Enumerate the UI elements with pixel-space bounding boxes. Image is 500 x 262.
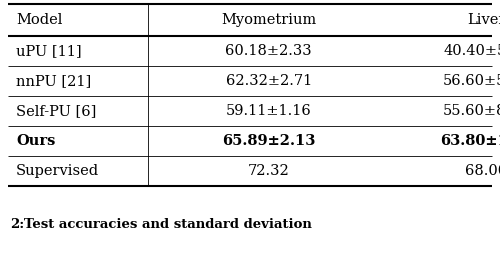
Text: uPU [11]: uPU [11]	[16, 44, 82, 58]
Text: Model: Model	[16, 13, 62, 27]
Text: 40.40±5.50: 40.40±5.50	[443, 44, 500, 58]
Text: 63.80±1.64: 63.80±1.64	[440, 134, 500, 148]
Text: 68.00: 68.00	[466, 164, 500, 178]
Text: Self-PU [6]: Self-PU [6]	[16, 104, 96, 118]
Text: Test accuracies and standard deviation: Test accuracies and standard deviation	[24, 218, 312, 231]
Text: nnPU [21]: nnPU [21]	[16, 74, 91, 88]
Text: Ours: Ours	[16, 134, 56, 148]
Text: 65.89±2.13: 65.89±2.13	[222, 134, 316, 148]
Text: 56.60±5.90: 56.60±5.90	[443, 74, 500, 88]
Text: Liver: Liver	[467, 13, 500, 27]
Text: 55.60±8.17: 55.60±8.17	[443, 104, 500, 118]
Text: Myometrium: Myometrium	[221, 13, 316, 27]
Text: 2:: 2:	[10, 218, 24, 231]
Text: Supervised: Supervised	[16, 164, 99, 178]
Text: 60.18±2.33: 60.18±2.33	[226, 44, 312, 58]
Text: 59.11±1.16: 59.11±1.16	[226, 104, 312, 118]
Text: 72.32: 72.32	[248, 164, 290, 178]
Text: 62.32±2.71: 62.32±2.71	[226, 74, 312, 88]
